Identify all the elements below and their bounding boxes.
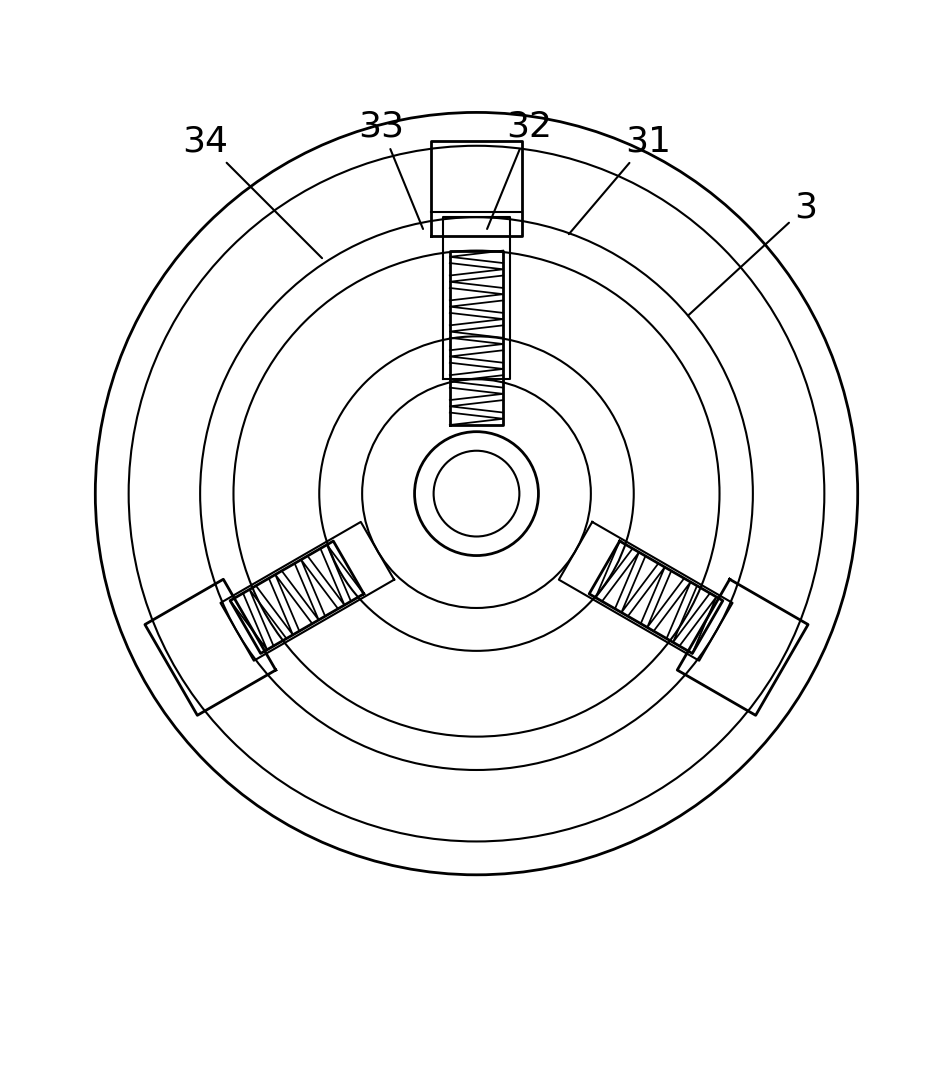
Text: 34: 34 (182, 124, 322, 259)
Text: 3: 3 (687, 191, 816, 315)
Text: 33: 33 (358, 109, 423, 229)
Text: 32: 32 (486, 109, 551, 229)
Text: 31: 31 (568, 124, 670, 234)
